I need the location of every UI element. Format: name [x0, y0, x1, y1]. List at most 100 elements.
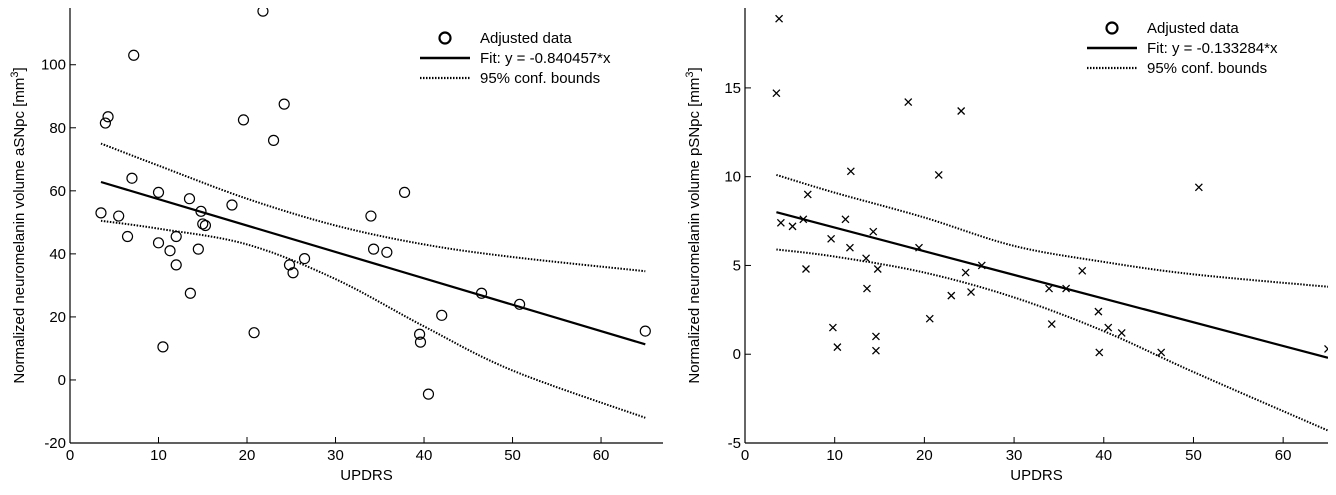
y-axis-label: Normalized neuromelanin volume pSNpc [mm…	[684, 67, 703, 383]
data-point	[237, 114, 250, 126]
data-point	[1094, 307, 1103, 316]
data-point	[102, 111, 114, 123]
data-point	[833, 343, 842, 352]
x-tick-label: 10	[150, 447, 167, 464]
plot-area	[772, 14, 1328, 432]
data-point	[1104, 323, 1113, 332]
x-tick-label: 10	[826, 447, 843, 464]
fit-line	[100, 180, 646, 346]
chart-panel-1: 0 10 20 30 40 50 60-20020406080100UPDRSNormali…	[9, 8, 663, 484]
legend-entry: 95% conf. bounds	[480, 70, 600, 87]
x-tick-label: 0	[741, 447, 749, 464]
legend-entry: Fit: y = -0.840457*x	[480, 50, 611, 67]
data-point	[398, 186, 411, 199]
x-tick-label: 30	[1006, 447, 1023, 464]
data-point	[199, 219, 212, 232]
data-point	[99, 117, 112, 129]
data-point	[869, 227, 878, 236]
data-point	[841, 215, 850, 224]
data-point	[1157, 348, 1166, 357]
x-axis-label: UPDRS	[340, 467, 393, 484]
conf-bound-upper	[100, 142, 646, 273]
legend-entry: Adjusted data	[1147, 20, 1239, 37]
data-point	[967, 288, 975, 297]
data-point	[514, 298, 526, 310]
data-point	[827, 234, 836, 243]
data-point	[367, 243, 380, 255]
y-axis-label: Normalized neuromelanin volume aSNpc [mm…	[9, 67, 28, 383]
data-point	[1045, 284, 1054, 293]
conf-bound-upper	[776, 173, 1328, 288]
x-tick-label: 20	[239, 447, 256, 464]
x-tick-label: 40	[1095, 447, 1112, 464]
data-point	[197, 218, 209, 230]
data-point	[126, 172, 138, 184]
conf-bound-lower	[776, 248, 1328, 432]
data-point	[195, 205, 207, 217]
data-point	[183, 193, 196, 205]
data-point	[776, 218, 785, 227]
x-tick-label: 60	[593, 447, 610, 464]
data-point	[128, 49, 140, 61]
y-tick-label: 0	[733, 346, 741, 363]
data-point	[113, 210, 125, 222]
data-point	[170, 259, 182, 271]
data-point	[1324, 344, 1328, 353]
conf-bound-lower	[100, 219, 646, 419]
data-point	[414, 328, 426, 340]
data-point	[775, 14, 784, 23]
data-point	[298, 252, 311, 265]
y-tick-label: -5	[728, 435, 741, 452]
data-point	[639, 325, 651, 337]
x-tick-label: 40	[416, 447, 433, 464]
data-point	[436, 309, 448, 321]
data-point	[915, 243, 923, 252]
y-tick-label: 40	[49, 246, 66, 263]
y-tick-label: 5	[733, 257, 741, 274]
data-point	[904, 98, 913, 107]
y-tick-label: 80	[49, 120, 66, 137]
data-point	[862, 254, 871, 263]
data-point	[961, 268, 970, 277]
data-point	[283, 259, 296, 271]
x-tick-label: 60	[1275, 447, 1292, 464]
data-point	[152, 237, 165, 249]
legend: Adjusted data Fit: y = -0.840457*x 95% con…	[420, 30, 611, 87]
data-point	[1062, 284, 1071, 293]
y-tick-label: 60	[49, 183, 66, 200]
data-point	[934, 170, 943, 179]
x-tick-label: 30	[327, 447, 344, 464]
legend: Adjusted data Fit: y = -0.133284*x 95% con…	[1087, 20, 1278, 77]
data-point	[414, 336, 427, 348]
data-point	[871, 346, 880, 355]
plot-area	[95, 8, 651, 419]
data-point	[157, 341, 169, 353]
data-point	[788, 222, 797, 231]
data-point	[95, 207, 107, 219]
legend-marker-data	[1105, 21, 1119, 35]
legend-entry: Adjusted data	[480, 30, 572, 47]
y-tick-label: 15	[724, 80, 741, 97]
data-point	[475, 287, 488, 299]
data-point	[365, 210, 377, 222]
data-point	[1047, 320, 1056, 329]
x-axis-label: UPDRS	[1010, 467, 1063, 484]
x-tick-label: 50	[1185, 447, 1202, 464]
data-point	[121, 230, 134, 243]
data-point	[977, 261, 986, 270]
data-point	[873, 265, 882, 273]
data-point	[278, 98, 290, 110]
data-point	[248, 327, 260, 339]
data-point	[192, 243, 204, 255]
data-point	[863, 284, 871, 293]
data-point	[170, 230, 182, 243]
data-point	[799, 215, 808, 224]
data-point	[226, 199, 238, 211]
y-tick-label: 10	[724, 169, 741, 186]
y-tick-label: 100	[41, 57, 66, 74]
x-tick-label: 20	[916, 447, 933, 464]
data-point	[925, 314, 934, 323]
legend-marker-data	[438, 31, 452, 45]
